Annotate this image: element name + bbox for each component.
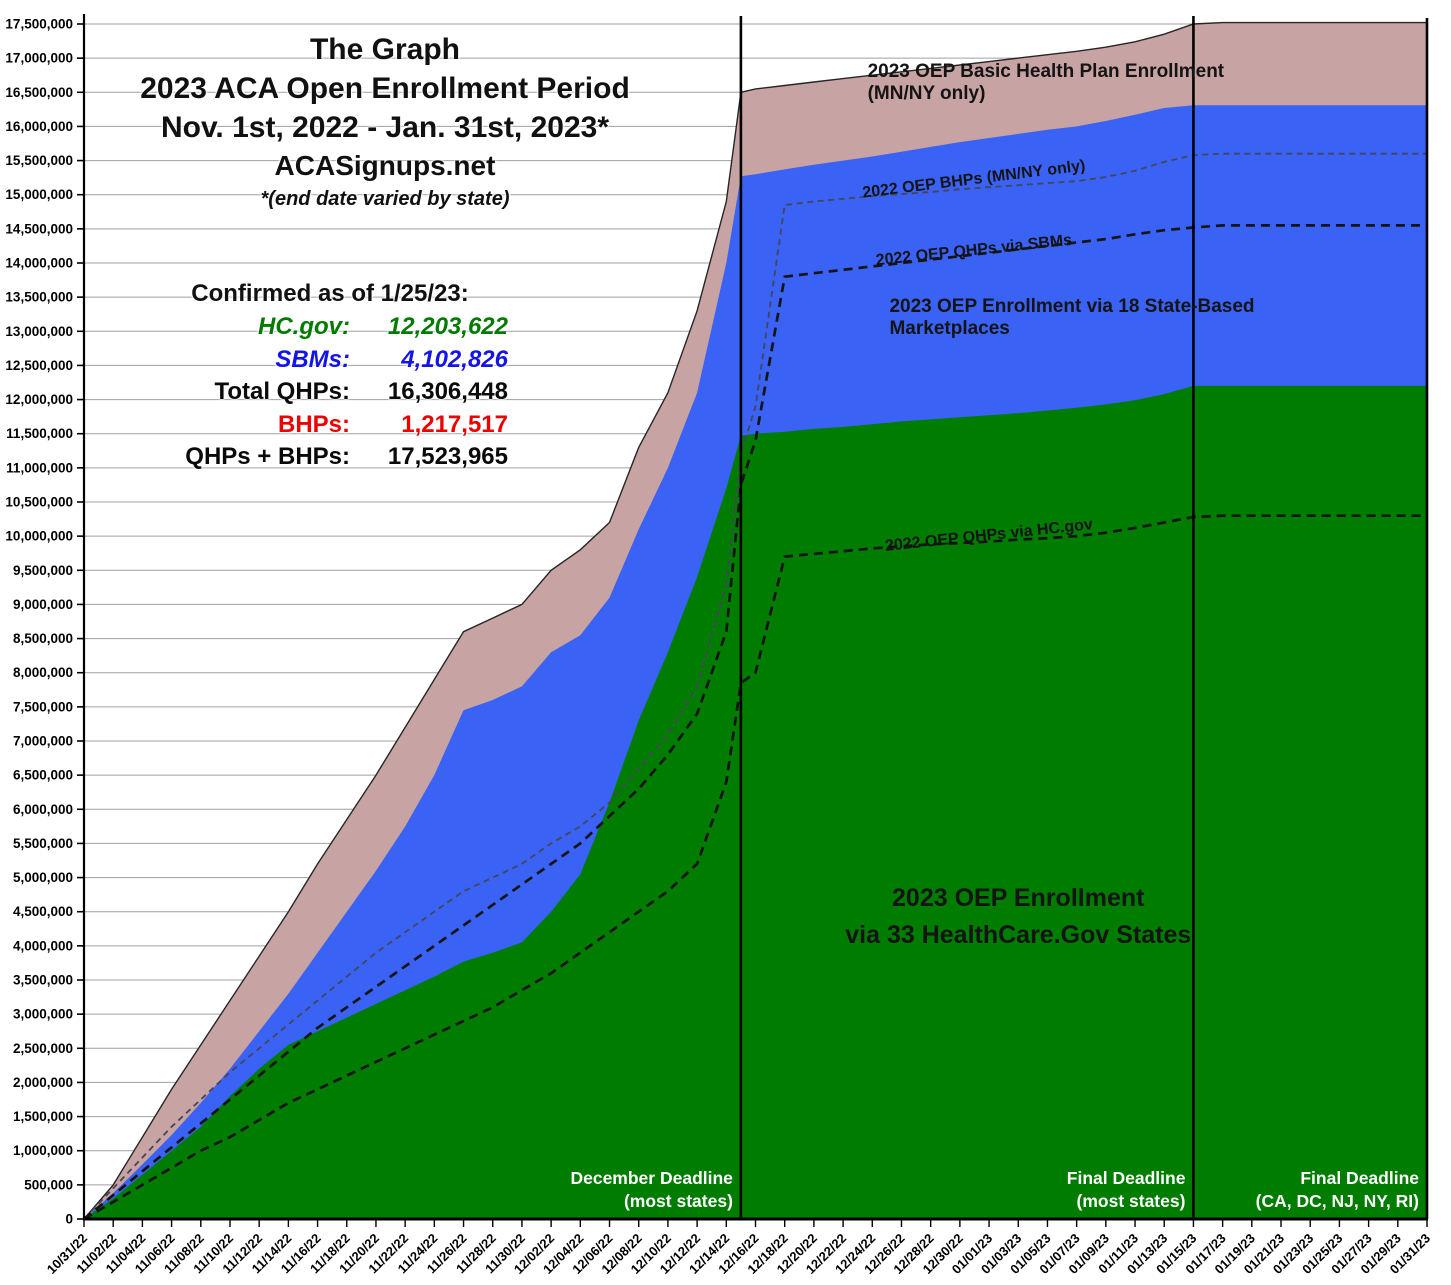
- stats-heading: Confirmed as of 1/25/23:: [191, 280, 469, 307]
- final-deadline-most-states-label: Final Deadline (most states): [1066, 1168, 1186, 1211]
- stat-label-qhps-bhps: QHPs + BHPs:: [185, 443, 350, 471]
- y-axis-label: 12,500,000: [5, 358, 73, 373]
- y-axis-label: 8,000,000: [13, 665, 73, 680]
- label-2023-hcgov-area-line2: via 33 HealthCare.Gov States: [845, 921, 1192, 950]
- y-axis-label: 7,000,000: [13, 734, 73, 749]
- y-axis-label: 14,000,000: [5, 256, 73, 271]
- y-axis-label: 12,000,000: [5, 392, 73, 407]
- stat-value-qhps-bhps: 17,523,965: [387, 443, 508, 471]
- stat-label-total-qhps: Total QHPs:: [214, 378, 350, 406]
- y-axis-label: 11,000,000: [6, 460, 73, 475]
- y-axis-label: 5,000,000: [13, 870, 73, 885]
- y-axis-label: 11,500,000: [6, 426, 73, 441]
- line-2022-bhps: [83, 152, 1427, 1220]
- stat-value-sbms: 4,102,826: [401, 345, 508, 373]
- y-axis-label: 4,000,000: [13, 938, 73, 953]
- y-axis-label: 16,500,000: [5, 85, 73, 100]
- y-axis-label: 8,500,000: [13, 631, 73, 646]
- y-axis-label: 9,500,000: [13, 563, 73, 578]
- final-deadline-ca-dc-nj-ny-ri-label: Final Deadline (CA, DC, NJ, NY, RI): [1255, 1168, 1419, 1211]
- y-axis-label: 500,000: [24, 1177, 73, 1192]
- pink-top-outline: [83, 21, 1427, 1220]
- stat-label-bhps: BHPs:: [277, 410, 350, 438]
- y-axis-label: 3,500,000: [13, 973, 73, 988]
- graph-title-line1: The Graph: [309, 33, 460, 66]
- y-axis-label: 2,000,000: [13, 1075, 73, 1090]
- y-axis-label: 0: [65, 1212, 73, 1227]
- y-axis-label: 7,500,000: [13, 699, 73, 714]
- graph-footnote: *(end date varied by state): [260, 188, 510, 210]
- y-axis-label: 4,500,000: [13, 904, 73, 919]
- y-axis-label: 10,500,000: [5, 495, 73, 510]
- y-axis-label: 14,500,000: [5, 221, 73, 236]
- y-axis-label: 5,500,000: [13, 836, 73, 851]
- y-axis-label: 13,500,000: [5, 290, 73, 305]
- stat-label-hcgov: HC.gov:: [258, 313, 350, 341]
- y-axis-label: 1,500,000: [13, 1109, 73, 1124]
- stat-row-sbms: SBMs: 4,102,826: [150, 344, 510, 377]
- y-axis-label: 13,000,000: [5, 324, 73, 339]
- y-axis-label: 6,500,000: [13, 768, 73, 783]
- graph-title-line2: 2023 ACA Open Enrollment Period: [140, 72, 630, 105]
- y-axis-label: 6,000,000: [13, 802, 73, 817]
- y-axis-label: 1,000,000: [13, 1143, 73, 1158]
- graph-site-name: ACASignups.net: [274, 150, 496, 181]
- y-axis-label: 15,000,000: [5, 187, 73, 202]
- graph-title-block: The Graph 2023 ACA Open Enrollment Perio…: [85, 30, 685, 213]
- y-axis-label: 15,500,000: [5, 153, 73, 168]
- label-2023-bhp-area: 2023 OEP Basic Health Plan Enrollment (M…: [867, 60, 1225, 104]
- label-2023-hcgov-area: 2023 OEP Enrollment via 33 HealthCare.Go…: [845, 880, 1191, 954]
- y-axis-label: 3,000,000: [13, 1007, 73, 1022]
- graph-title-line3: Nov. 1st, 2022 - Jan. 31st, 2023*: [160, 111, 610, 144]
- y-axis-label: 17,500,000: [5, 17, 73, 32]
- confirmed-stats-block: Confirmed as of 1/25/23: HC.gov: 12,203,…: [150, 280, 510, 474]
- december-deadline-label: December Deadline (most states): [570, 1168, 733, 1211]
- stat-value-total-qhps: 16,306,448: [387, 378, 508, 406]
- stat-value-bhps: 1,217,517: [401, 410, 508, 438]
- stat-row-bhps: BHPs: 1,217,517: [150, 409, 510, 442]
- stat-value-hcgov: 12,203,622: [387, 313, 508, 341]
- line-2022-qhps-hcgov: [83, 514, 1427, 1221]
- line-2022-qhps-sbms: [83, 224, 1427, 1221]
- label-2023-sbm-area: 2023 OEP Enrollment via 18 State-Based M…: [889, 295, 1255, 339]
- stat-row-hcgov: HC.gov: 12,203,622: [150, 311, 510, 344]
- y-axis-label: 16,000,000: [5, 119, 73, 134]
- y-axis-label: 17,000,000: [5, 51, 73, 66]
- y-axis-label: 2,500,000: [13, 1041, 73, 1056]
- stat-row-qhps-bhps: QHPs + BHPs: 17,523,965: [150, 441, 510, 474]
- label-2023-hcgov-area-line1: 2023 OEP Enrollment: [892, 884, 1145, 913]
- area-2023-hcgov: [84, 385, 1427, 1219]
- stat-row-total-qhps: Total QHPs: 16,306,448: [150, 376, 510, 409]
- y-axis-label: 9,000,000: [13, 597, 73, 612]
- y-axis-label: 10,000,000: [5, 529, 73, 544]
- stat-label-sbms: SBMs:: [275, 345, 350, 373]
